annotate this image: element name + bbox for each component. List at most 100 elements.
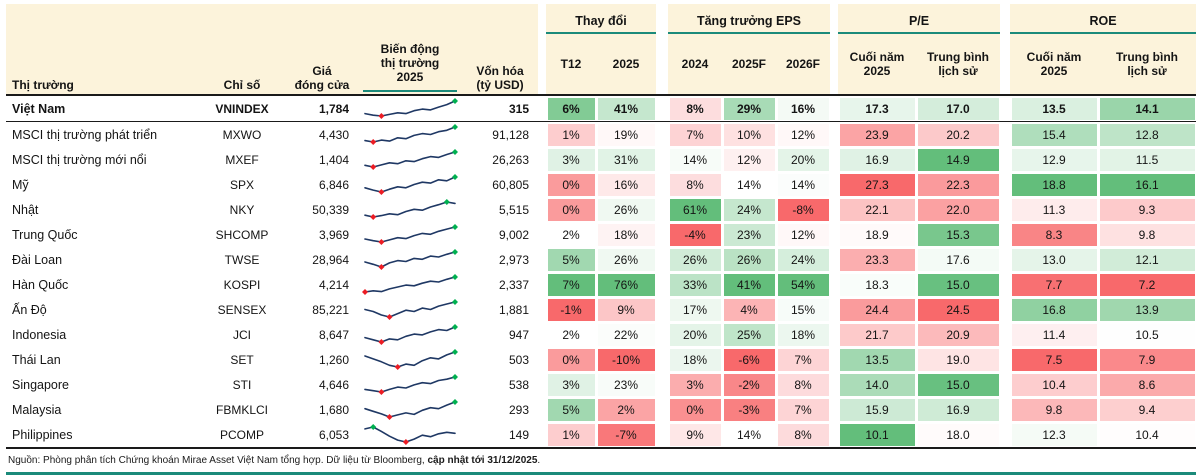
sparkline-cell	[358, 222, 462, 247]
sparkline-path	[364, 251, 456, 268]
column-gap	[538, 95, 546, 122]
table-row: Singapore STI 4,646 538 3% 23% 3% -2% 8% 14.0 15.0…	[6, 372, 1196, 397]
high-marker-icon	[452, 124, 458, 130]
change-t12-cell: 1%	[546, 122, 596, 148]
low-marker-icon	[370, 214, 377, 220]
roe-hist-cell: 9.4	[1098, 397, 1196, 422]
column-gap	[656, 247, 668, 272]
source-suffix: .	[537, 455, 541, 466]
column-gap	[1000, 322, 1010, 347]
roe-2025-cell: 13.5	[1010, 95, 1099, 122]
roe-hist-cell: 14.1	[1098, 95, 1197, 122]
eps-2026f-cell: 18%	[776, 322, 830, 347]
eps-2024-cell: 26%	[668, 247, 722, 272]
col-header-price: Giá đóng cửa	[286, 4, 358, 96]
price-cell: 8,647	[318, 327, 349, 342]
table-row: MSCI thị trường phát triển MXWO 4,430 91,12…	[6, 122, 1196, 148]
source-note: Nguồn: Phòng phân tích Chứng khoán Mirae…	[6, 449, 1196, 470]
roe-2025-cell: 15.4	[1010, 122, 1098, 148]
low-marker-icon	[378, 264, 385, 270]
low-marker-icon	[402, 439, 409, 445]
price-cell: 1,784	[286, 95, 358, 122]
roe-2025-cell: 11.4	[1010, 322, 1098, 347]
eps-2026f-cell: 20%	[776, 147, 830, 172]
change-t12-cell: 0%	[546, 347, 596, 372]
column-gap	[830, 372, 838, 397]
sparkline-chart	[364, 399, 458, 420]
market-cell: Hàn Quốc	[12, 277, 69, 292]
sparkline-cell	[358, 247, 462, 272]
eps-2025f-cell: 26%	[722, 247, 776, 272]
sparkline-chart	[364, 98, 458, 119]
sparkline-path	[364, 301, 456, 318]
pe-2025-cell: 22.1	[838, 197, 916, 222]
index-cell: JCI	[233, 327, 251, 342]
market-cell: Đài Loan	[12, 252, 63, 267]
price-cell: 1,260	[318, 352, 349, 367]
col-header-t12: T12	[546, 33, 596, 96]
col-header-change-2025: 2025	[596, 33, 656, 96]
column-gap	[538, 372, 546, 397]
column-gap	[538, 422, 546, 449]
mcap-cell: 149	[462, 422, 538, 449]
eps-2026f-cell: 15%	[776, 297, 830, 322]
table-row: Indonesia JCI 8,647 947 2% 22% 20% 25% 18% 21.7 20…	[6, 322, 1196, 347]
sparkline-path	[364, 401, 456, 418]
change-t12-cell: 0%	[546, 197, 596, 222]
column-gap	[656, 422, 668, 449]
market-cell: MSCI thị trường phát triển	[12, 127, 158, 142]
column-gap	[656, 4, 668, 96]
high-marker-icon	[452, 349, 458, 355]
sparkline-path	[364, 351, 456, 368]
sparkline-chart	[364, 174, 458, 195]
eps-2025f-cell: 41%	[722, 272, 776, 297]
pe-2025-cell: 18.3	[838, 272, 916, 297]
roe-2025-cell: 10.4	[1010, 372, 1098, 397]
high-marker-icon	[452, 324, 458, 330]
mcap-cell: 60,805	[492, 177, 529, 192]
mcap-cell: 538	[508, 377, 529, 392]
price-cell: 28,964	[312, 252, 349, 267]
roe-hist-cell: 10.5	[1098, 322, 1196, 347]
col-group-change: Thay đổi	[546, 4, 656, 34]
change-2025-cell: 41%	[596, 95, 656, 122]
roe-hist-cell: 8.6	[1098, 372, 1196, 397]
roe-hist-cell: 11.5	[1098, 147, 1196, 172]
table-row: Malaysia FBMKLCI 1,680 293 5% 2% 0% -3% 7% 15.9 16…	[6, 397, 1196, 422]
table-row: Trung Quốc SHCOMP 3,969 9,002 2% 18% -4% 23% 12%…	[6, 222, 1196, 247]
eps-2025f-cell: -3%	[722, 397, 776, 422]
sparkline-cell	[358, 272, 462, 297]
table-row: Hàn Quốc KOSPI 4,214 2,337 7% 76% 33% 41% 54% 18.…	[6, 272, 1196, 297]
column-gap	[538, 322, 546, 347]
market-cell: Malaysia	[12, 402, 62, 417]
pe-2025-cell: 23.3	[838, 247, 916, 272]
column-gap	[830, 95, 839, 122]
mcap-cell: 1,881	[498, 302, 529, 317]
index-cell: PCOMP	[198, 422, 286, 449]
sparkline-cell	[358, 397, 462, 422]
eps-2026f-cell: 16%	[776, 95, 831, 122]
high-marker-icon	[452, 149, 458, 155]
price-cell: 3,969	[318, 227, 349, 242]
index-cell: SET	[230, 352, 254, 367]
column-gap	[1000, 172, 1010, 197]
roe-hist-cell: 10.4	[1098, 422, 1197, 449]
eps-2026f-cell: -8%	[776, 197, 830, 222]
eps-2025f-cell: 12%	[722, 147, 776, 172]
eps-2025f-cell: 29%	[722, 95, 776, 122]
sparkline-chart	[364, 349, 458, 370]
sparkline-cell	[358, 147, 462, 172]
market-cell: Trung Quốc	[12, 227, 78, 242]
col-header-pe-hist: Trung bình lịch sử	[916, 33, 1001, 96]
column-gap	[830, 347, 838, 372]
column-gap	[1000, 397, 1010, 422]
change-2025-cell: 16%	[596, 172, 656, 197]
mcap-cell: 5,515	[498, 202, 529, 217]
roe-2025-cell: 18.8	[1010, 172, 1098, 197]
column-gap	[1000, 247, 1010, 272]
price-cell: 4,214	[318, 277, 349, 292]
index-cell: SPX	[229, 177, 254, 192]
column-gap	[1000, 372, 1010, 397]
index-cell: SENSEX	[217, 302, 267, 317]
col-group-roe: ROE	[1010, 4, 1197, 34]
